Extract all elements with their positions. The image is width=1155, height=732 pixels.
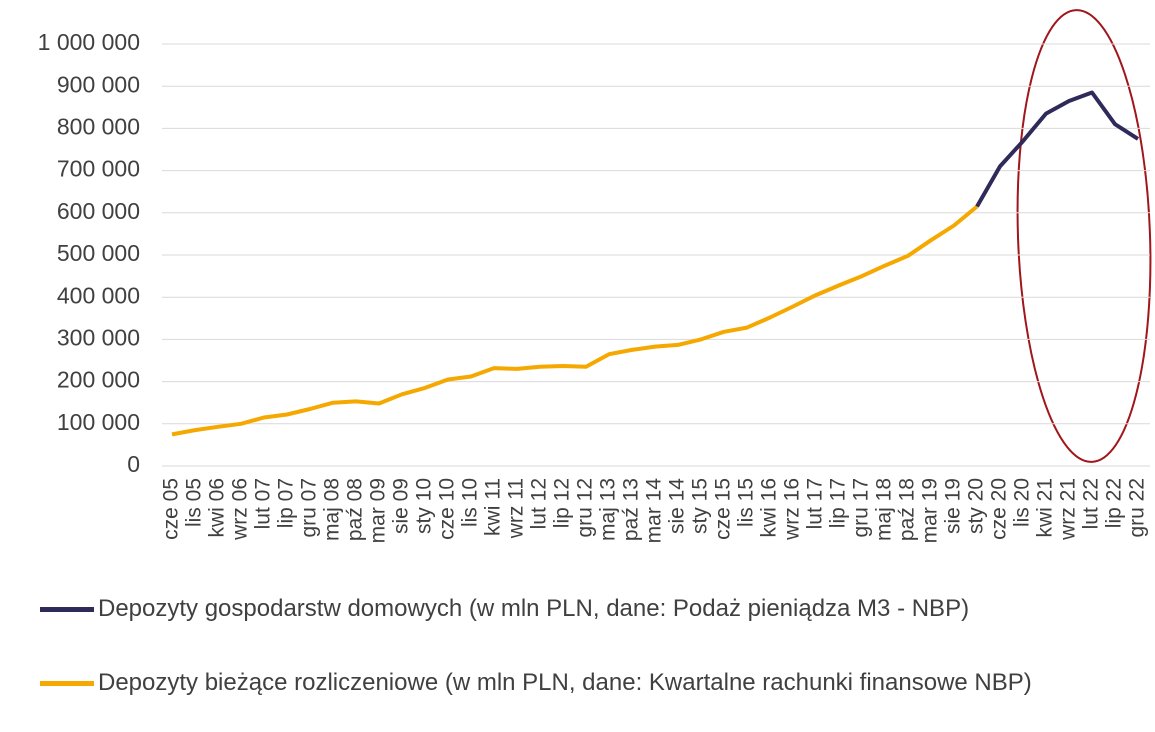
x-tick-label: kwi 06: [206, 478, 229, 538]
x-tick-label: lut 22: [1080, 478, 1103, 529]
x-tick-label: mar 09: [367, 478, 390, 543]
y-tick-label: 900 000: [57, 71, 140, 97]
highlight-ellipse: [1016, 9, 1152, 463]
x-tick-label: lis 05: [183, 478, 206, 527]
series-line: [171, 204, 979, 437]
x-tick-label: wrz 16: [781, 478, 804, 541]
x-tick-label: lut 07: [252, 478, 275, 529]
y-tick-label: 100 000: [57, 409, 140, 435]
x-tick-label: kwi 21: [1034, 478, 1057, 538]
x-tick-label: paź 08: [344, 478, 367, 541]
x-tick-label: kwi 11: [482, 478, 505, 536]
x-tick-label: paź 13: [620, 478, 643, 541]
x-tick-label: lut 17: [804, 478, 827, 529]
x-tick-label: cze 20: [988, 478, 1011, 540]
x-tick-label: lis 10: [459, 478, 482, 527]
x-tick-label: lis 15: [735, 478, 758, 527]
x-tick-label: maj 08: [321, 478, 344, 541]
x-tick-label: sty 15: [689, 478, 712, 534]
x-tick-label: gru 17: [850, 478, 873, 538]
x-tick-label: wrz 06: [229, 478, 252, 541]
y-tick-label: 500 000: [57, 240, 140, 266]
x-tick-label: paź 18: [896, 478, 919, 541]
y-tick-label: 800 000: [57, 113, 140, 139]
legend-item: Depozyty gospodarstw domowych (w mln PLN…: [40, 592, 1150, 626]
y-tick-label: 200 000: [57, 367, 140, 393]
y-tick-label: 400 000: [57, 282, 140, 308]
legend-label: Depozyty bieżące rozliczeniowe (w mln PL…: [98, 669, 1032, 696]
series-line: [975, 90, 1140, 208]
x-tick-label: sie 19: [942, 478, 965, 534]
x-tick-label: lip 22: [1103, 478, 1126, 528]
x-tick-label: sty 20: [965, 478, 988, 534]
legend-label: Depozyty gospodarstw domowych (w mln PLN…: [98, 595, 970, 622]
x-tick-label: maj 18: [873, 478, 896, 541]
legend-item: Depozyty bieżące rozliczeniowe (w mln PL…: [40, 666, 1150, 700]
x-tick-label: wrz 21: [1057, 478, 1080, 541]
y-tick-label: 600 000: [57, 198, 140, 224]
x-tick-label: gru 22: [1126, 478, 1149, 538]
x-tick-label: mar 14: [643, 478, 666, 544]
x-tick-label: lis 20: [1011, 478, 1034, 527]
x-tick-label: lip 12: [551, 478, 574, 528]
y-tick-label: 0: [127, 451, 140, 477]
legend-swatch: [40, 681, 94, 687]
x-tick-label: lip 07: [275, 478, 298, 528]
legend-swatch: [40, 607, 94, 613]
y-tick-label: 1 000 000: [38, 29, 140, 55]
x-tick-label: lip 17: [827, 478, 850, 528]
x-tick-label: mar 19: [919, 478, 942, 543]
x-tick-label: cze 15: [712, 478, 735, 540]
chart: 0 100 000 200 000 300 000 400 000 500 000 600 …: [38, 9, 1152, 544]
x-tick-label: kwi 16: [758, 478, 781, 538]
x-tick-label: sie 09: [390, 478, 413, 534]
x-tick-label: lut 12: [528, 478, 551, 529]
y-tick-label: 700 000: [57, 156, 140, 182]
x-tick-label: sie 14: [666, 478, 689, 534]
x-tick-label: gru 12: [574, 478, 597, 538]
x-tick-label: sty 10: [413, 478, 436, 534]
x-tick-label: maj 13: [597, 478, 620, 541]
x-tick-label: gru 07: [298, 478, 321, 538]
x-tick-label: cze 05: [160, 478, 183, 540]
y-tick-label: 300 000: [57, 324, 140, 350]
x-tick-label: wrz 11: [505, 478, 528, 539]
x-tick-label: cze 10: [436, 478, 459, 540]
